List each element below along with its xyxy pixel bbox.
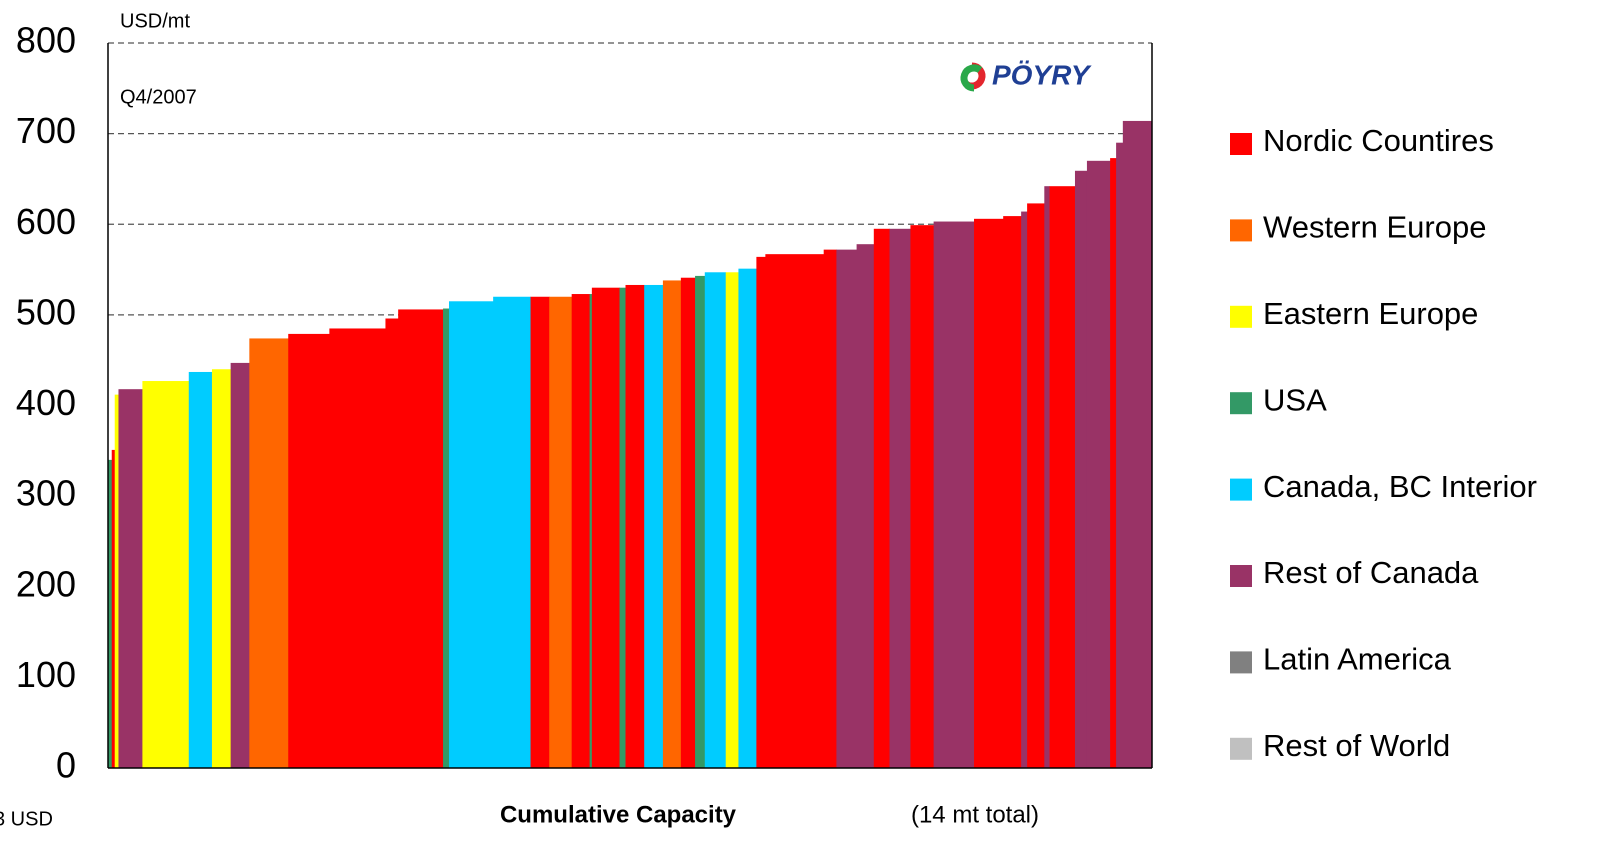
bar <box>493 296 531 768</box>
bar <box>211 369 232 768</box>
bar <box>1049 186 1076 768</box>
bar <box>644 284 664 768</box>
bar <box>1074 170 1088 768</box>
bar <box>1110 158 1117 768</box>
bar <box>1044 186 1050 768</box>
legend-label: Eastern Europe <box>1263 296 1478 331</box>
bar <box>1021 211 1028 768</box>
legend-label: Latin America <box>1263 642 1452 677</box>
bar <box>625 284 645 768</box>
y-tick-label: 300 <box>16 473 76 514</box>
legend-label: Nordic Countires <box>1263 123 1494 158</box>
bar <box>619 287 626 768</box>
bar <box>549 296 573 768</box>
legend-label: Rest of World <box>1263 728 1450 763</box>
y-tick-label: 200 <box>16 563 76 604</box>
bar <box>114 394 119 768</box>
bar <box>1086 160 1111 768</box>
bar <box>889 228 911 768</box>
bar <box>1116 142 1124 768</box>
bar <box>118 389 143 768</box>
y-axis: 0 100 200 300 400 500 600 700 800 <box>16 20 76 786</box>
bar <box>856 244 875 768</box>
bar <box>680 277 696 768</box>
bar <box>823 249 837 768</box>
legend-swatch <box>1230 219 1252 242</box>
bar <box>288 333 330 768</box>
bar <box>1122 120 1153 768</box>
bar <box>662 280 682 768</box>
legend-label: Rest of Canada <box>1263 555 1479 590</box>
bar <box>111 449 116 768</box>
bar <box>188 371 213 768</box>
bar <box>530 296 550 768</box>
legend: Nordic Countires Western Europe Eastern Eu… <box>1230 123 1537 763</box>
legend-label: USA <box>1263 382 1327 417</box>
y-tick-label: 500 <box>16 291 76 332</box>
bar <box>142 381 190 768</box>
bar <box>704 272 727 768</box>
legend-label: Western Europe <box>1263 210 1486 245</box>
bar <box>836 249 857 768</box>
logo-text: PÖYRY <box>992 59 1092 90</box>
y-tick-label: 800 <box>16 20 76 61</box>
bars <box>108 120 1153 768</box>
legend-swatch <box>1230 133 1252 155</box>
x-axis-label: Cumulative Capacity <box>500 801 737 828</box>
legend-label: Canada, BC Interior <box>1263 469 1537 504</box>
logo-icon <box>960 64 983 92</box>
bar <box>695 275 706 768</box>
bar <box>443 308 450 768</box>
y-tick-label: 100 <box>16 654 76 695</box>
legend-swatch <box>1230 305 1252 328</box>
y-tick-label: 700 <box>16 110 76 151</box>
bar <box>1003 216 1022 768</box>
legend-swatch <box>1230 565 1252 587</box>
plot-frame <box>107 43 1153 769</box>
bar <box>571 294 591 768</box>
bar <box>230 362 250 768</box>
bar <box>756 256 766 768</box>
bar <box>910 225 935 768</box>
legend-swatch <box>1230 478 1252 501</box>
x-total-label: (14 mt total) <box>911 801 1039 828</box>
bar <box>329 328 386 768</box>
footnote: 3 USD <box>0 808 53 830</box>
logo: PÖYRY <box>960 59 1092 92</box>
bar <box>738 268 757 768</box>
bar <box>933 221 975 768</box>
bar <box>873 228 890 768</box>
y-tick-label: 400 <box>16 382 76 423</box>
bar <box>1027 203 1045 768</box>
legend-swatch <box>1230 737 1252 760</box>
legend-swatch <box>1230 651 1252 674</box>
bar <box>385 318 399 768</box>
bar <box>725 272 739 768</box>
bar <box>449 301 494 768</box>
y-tick-label: 600 <box>16 201 76 242</box>
bar <box>765 254 825 768</box>
bar <box>974 218 1004 768</box>
bar <box>108 459 113 768</box>
bar <box>589 294 593 768</box>
bar <box>591 287 620 768</box>
bar <box>398 309 444 768</box>
period-label: Q4/2007 <box>120 86 197 108</box>
y-unit-label: USD/mt <box>120 10 190 32</box>
legend-swatch <box>1230 392 1252 415</box>
y-tick-label: 0 <box>56 745 76 786</box>
bar <box>249 338 289 768</box>
